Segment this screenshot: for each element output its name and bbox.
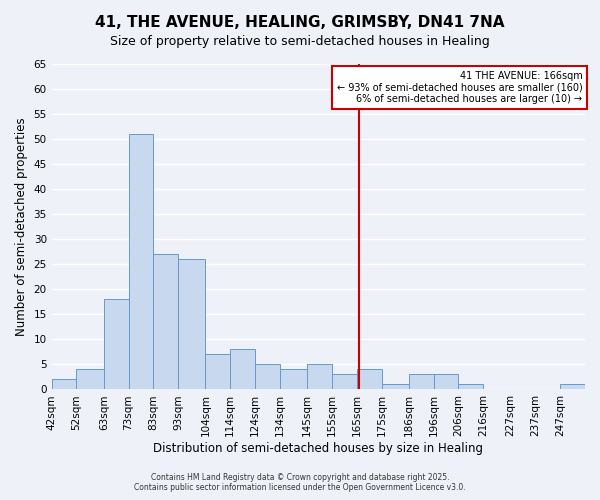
Text: 41, THE AVENUE, HEALING, GRIMSBY, DN41 7NA: 41, THE AVENUE, HEALING, GRIMSBY, DN41 7…	[95, 15, 505, 30]
Bar	[52, 380, 76, 390]
Bar	[255, 364, 280, 390]
Bar	[178, 260, 205, 390]
Text: 41 THE AVENUE: 166sqm
← 93% of semi-detached houses are smaller (160)
6% of semi: 41 THE AVENUE: 166sqm ← 93% of semi-deta…	[337, 70, 583, 104]
Text: Size of property relative to semi-detached houses in Healing: Size of property relative to semi-detach…	[110, 35, 490, 48]
Bar	[76, 370, 104, 390]
Bar	[280, 370, 307, 390]
Bar	[104, 300, 128, 390]
Bar	[458, 384, 483, 390]
Bar	[332, 374, 357, 390]
Bar	[154, 254, 178, 390]
Bar	[205, 354, 230, 390]
Bar	[307, 364, 332, 390]
X-axis label: Distribution of semi-detached houses by size in Healing: Distribution of semi-detached houses by …	[154, 442, 484, 455]
Bar	[128, 134, 154, 390]
Bar	[357, 370, 382, 390]
Bar	[409, 374, 434, 390]
Bar	[560, 384, 585, 390]
Bar	[230, 350, 255, 390]
Bar	[382, 384, 409, 390]
Text: Contains HM Land Registry data © Crown copyright and database right 2025.
Contai: Contains HM Land Registry data © Crown c…	[134, 473, 466, 492]
Bar	[434, 374, 458, 390]
Y-axis label: Number of semi-detached properties: Number of semi-detached properties	[15, 118, 28, 336]
